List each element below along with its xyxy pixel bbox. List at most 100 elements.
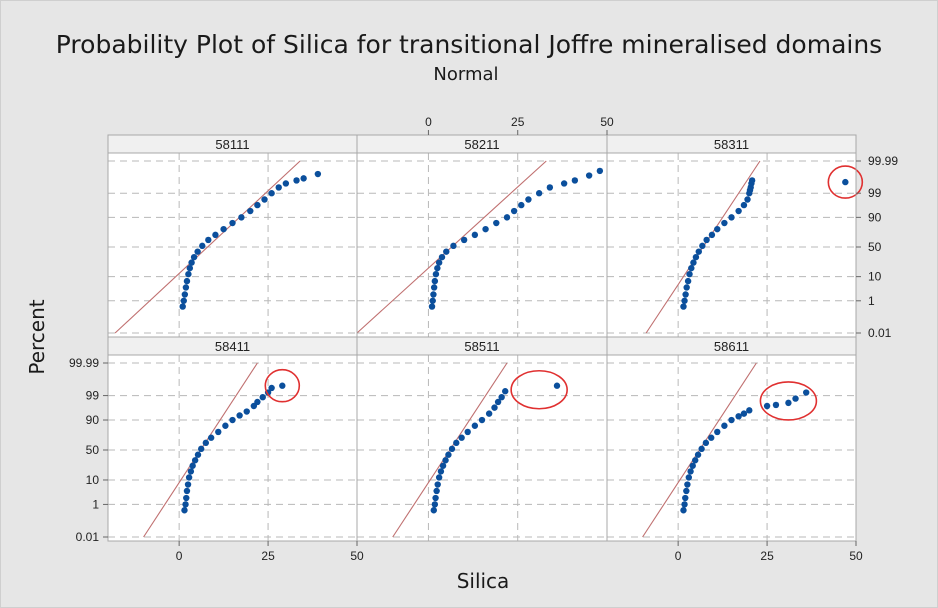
data-point xyxy=(433,487,440,495)
data-point xyxy=(435,474,443,481)
panel-label: 58611 xyxy=(714,339,749,354)
panel-58211: 58211 xyxy=(356,134,608,338)
data-point xyxy=(485,410,493,417)
y-tick-label-left: 99.99 xyxy=(69,356,99,370)
data-point xyxy=(254,398,261,406)
data-point xyxy=(261,196,268,203)
data-point xyxy=(464,428,471,436)
data-point xyxy=(460,236,468,244)
data-point xyxy=(714,428,721,436)
data-point xyxy=(238,214,245,221)
x-tick-label: 50 xyxy=(350,549,364,563)
data-point xyxy=(236,412,243,419)
x-tick-label: 25 xyxy=(511,115,525,129)
data-point xyxy=(434,481,441,488)
data-point xyxy=(437,468,445,475)
data-point xyxy=(518,201,525,209)
x-tick-label: 0 xyxy=(176,549,183,563)
data-point xyxy=(702,439,710,447)
data-point xyxy=(744,196,751,203)
data-point xyxy=(430,291,437,298)
data-point xyxy=(432,494,439,502)
data-point xyxy=(207,434,215,441)
data-point xyxy=(502,388,509,395)
data-point xyxy=(443,248,450,255)
panel-label: 58111 xyxy=(215,137,249,152)
data-point xyxy=(186,264,194,272)
data-point xyxy=(491,404,498,411)
data-point xyxy=(448,445,456,453)
data-point xyxy=(682,494,689,502)
data-point xyxy=(180,297,187,304)
panel-border xyxy=(606,336,857,542)
data-point xyxy=(268,384,275,392)
data-point xyxy=(735,207,742,215)
data-point xyxy=(686,270,693,278)
y-tick-label-left: 50 xyxy=(86,443,100,457)
data-point xyxy=(571,177,579,184)
data-point xyxy=(185,270,192,278)
data-point xyxy=(680,303,687,310)
data-point xyxy=(740,201,748,209)
data-point xyxy=(692,457,699,464)
y-tick-label-right: 99.99 xyxy=(868,154,898,168)
data-point xyxy=(189,462,196,469)
y-tick-label-left: 0.01 xyxy=(76,530,100,544)
x-tick-label: 0 xyxy=(675,549,682,563)
y-tick-label-left: 99 xyxy=(86,389,100,403)
data-point xyxy=(498,393,505,401)
data-point xyxy=(458,434,465,441)
data-point xyxy=(247,207,254,215)
data-point xyxy=(430,507,437,514)
panel-background xyxy=(607,337,856,541)
data-point xyxy=(453,439,460,447)
data-point xyxy=(432,270,440,278)
panel-background xyxy=(108,135,357,337)
panel-label: 58311 xyxy=(714,137,749,152)
data-point xyxy=(212,231,219,239)
highlight-ellipse xyxy=(827,165,864,199)
data-point xyxy=(699,242,706,250)
plot-area: 58111 58211 58311 58411 58511 58611 0.01 0.01 1 1… xyxy=(69,115,898,563)
data-point xyxy=(215,428,222,436)
fit-line xyxy=(114,160,301,334)
data-point xyxy=(428,303,436,310)
data-point xyxy=(439,462,447,469)
data-point xyxy=(450,242,457,250)
data-point xyxy=(708,231,716,239)
y-tick-label-right: 90 xyxy=(868,210,882,224)
panel-label: 58411 xyxy=(215,339,250,354)
x-tick-label: 0 xyxy=(425,115,432,129)
data-point xyxy=(803,389,810,396)
data-point xyxy=(553,382,561,389)
data-point xyxy=(694,451,702,458)
data-point xyxy=(179,303,186,310)
data-point xyxy=(735,413,742,420)
data-point xyxy=(182,284,190,291)
data-point xyxy=(431,501,439,508)
data-point xyxy=(688,264,695,272)
data-point xyxy=(471,231,479,239)
data-point xyxy=(181,507,188,514)
y-axis-label: Percent xyxy=(25,299,49,374)
data-point xyxy=(703,236,710,244)
data-point xyxy=(763,402,771,410)
data-point xyxy=(199,242,206,250)
data-point xyxy=(596,167,604,175)
data-point xyxy=(442,457,449,464)
y-tick-label-right: 1 xyxy=(868,294,875,308)
data-point xyxy=(683,487,690,495)
data-point xyxy=(684,277,692,285)
panel-background xyxy=(108,337,357,541)
data-point xyxy=(191,457,199,464)
data-point xyxy=(698,445,705,453)
chart-title: Probability Plot of Silica for transitio… xyxy=(56,30,882,59)
y-tick-label-left: 90 xyxy=(86,413,100,427)
panel-58411: 58411 xyxy=(107,336,358,542)
x-tick-label: 25 xyxy=(261,549,275,563)
data-point xyxy=(772,401,780,409)
highlight-ellipse xyxy=(759,381,818,421)
data-point xyxy=(708,434,715,441)
data-point xyxy=(728,214,735,221)
data-point xyxy=(279,382,286,389)
